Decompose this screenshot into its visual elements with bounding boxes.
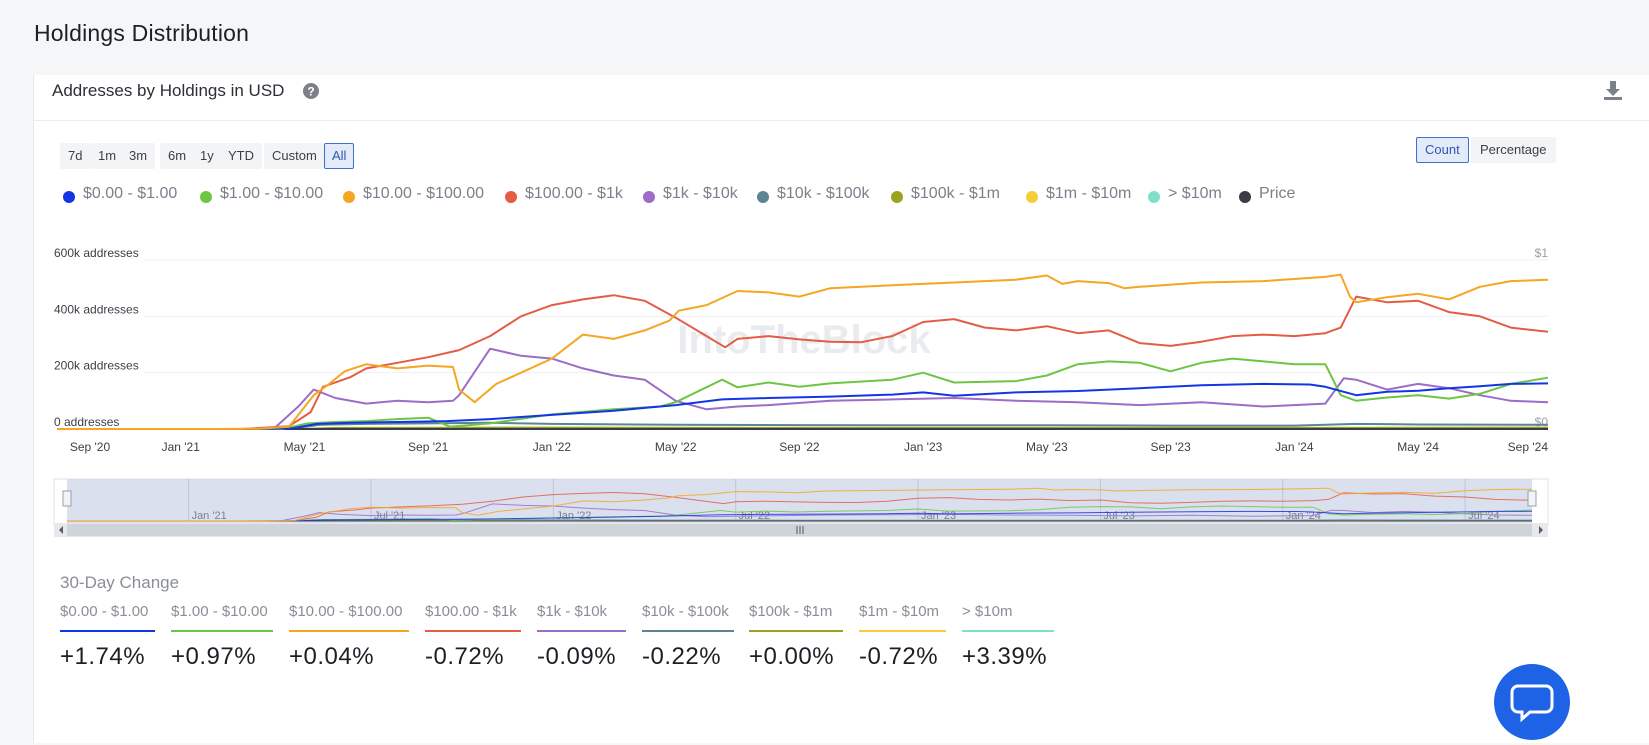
y-tick-label: 600k addresses: [54, 246, 139, 260]
change-item: > $10m +3.39%: [962, 603, 1054, 683]
change-color-line: [289, 630, 409, 632]
change-value: -0.22%: [642, 643, 721, 671]
series-line: [57, 295, 1548, 429]
y-tick-label: 0 addresses: [54, 415, 119, 429]
change-label: $10k - $100k: [642, 603, 729, 620]
change-color-line: [60, 630, 155, 632]
change-item: $10k - $100k -0.22%: [642, 603, 734, 683]
change-color-line: [171, 630, 273, 632]
x-tick-label: Sep '21: [408, 440, 449, 454]
change-color-line: [859, 630, 946, 632]
x-tick-label: May '22: [655, 440, 697, 454]
change-color-line: [642, 630, 734, 632]
change-color-line: [962, 630, 1054, 632]
change-value: -0.72%: [859, 643, 938, 671]
change-label: $1.00 - $10.00: [171, 603, 268, 620]
x-tick-label: May '24: [1397, 440, 1439, 454]
change-item: $0.00 - $1.00 +1.74%: [60, 603, 155, 683]
change-label: $100k - $1m: [749, 603, 832, 620]
change-item: $10.00 - $100.00 +0.04%: [289, 603, 409, 683]
x-tick-label: Sep '24: [1508, 440, 1549, 454]
change-item: $100k - $1m +0.00%: [749, 603, 843, 683]
change-value: -0.72%: [425, 643, 504, 671]
x-tick-label: May '21: [284, 440, 326, 454]
change-item: $1k - $10k -0.09%: [537, 603, 626, 683]
change-color-line: [749, 630, 843, 632]
change-item: $100.00 - $1k -0.72%: [425, 603, 521, 683]
change-value: +0.97%: [171, 643, 256, 671]
page-header: Holdings Distribution: [0, 0, 1649, 75]
navigator-handle-left[interactable]: [63, 491, 71, 506]
x-tick-label: Sep '22: [779, 440, 820, 454]
series-line: [57, 359, 1548, 429]
x-tick-label: Sep '20: [70, 440, 111, 454]
x-tick-label: Jan '23: [904, 440, 943, 454]
change-item: $1.00 - $10.00 +0.97%: [171, 603, 273, 683]
change-value: +0.00%: [749, 643, 834, 671]
x-tick-label: Jan '24: [1275, 440, 1314, 454]
change-color-line: [425, 630, 521, 632]
change-color-line: [537, 630, 626, 632]
change-value: +3.39%: [962, 643, 1047, 671]
right-tick-label: $1: [1535, 246, 1549, 260]
navigator-handle-right[interactable]: [1528, 491, 1536, 506]
change-label: $1m - $10m: [859, 603, 939, 620]
x-tick-label: Jan '22: [533, 440, 572, 454]
y-tick-label: 200k addresses: [54, 359, 139, 373]
navigator-tick-label: Jan '21: [192, 510, 227, 522]
change-title: 30-Day Change: [60, 573, 179, 593]
x-tick-label: Jan '21: [162, 440, 201, 454]
holdings-line-chart: 0 addresses 200k addresses 400k addresses 6…: [34, 75, 1649, 555]
y-tick-label: 400k addresses: [54, 302, 139, 316]
change-label: $0.00 - $1.00: [60, 603, 148, 620]
change-value: +1.74%: [60, 643, 145, 671]
change-label: $1k - $10k: [537, 603, 607, 620]
chat-icon: [1494, 664, 1570, 740]
change-label: $10.00 - $100.00: [289, 603, 402, 620]
x-tick-label: Sep '23: [1150, 440, 1191, 454]
x-tick-label: May '23: [1026, 440, 1068, 454]
change-label: > $10m: [962, 603, 1012, 620]
change-label: $100.00 - $1k: [425, 603, 517, 620]
change-item: $1m - $10m -0.72%: [859, 603, 946, 683]
chat-button[interactable]: [1494, 664, 1570, 740]
page-title: Holdings Distribution: [34, 20, 249, 47]
change-value: -0.09%: [537, 643, 616, 671]
change-value: +0.04%: [289, 643, 374, 671]
